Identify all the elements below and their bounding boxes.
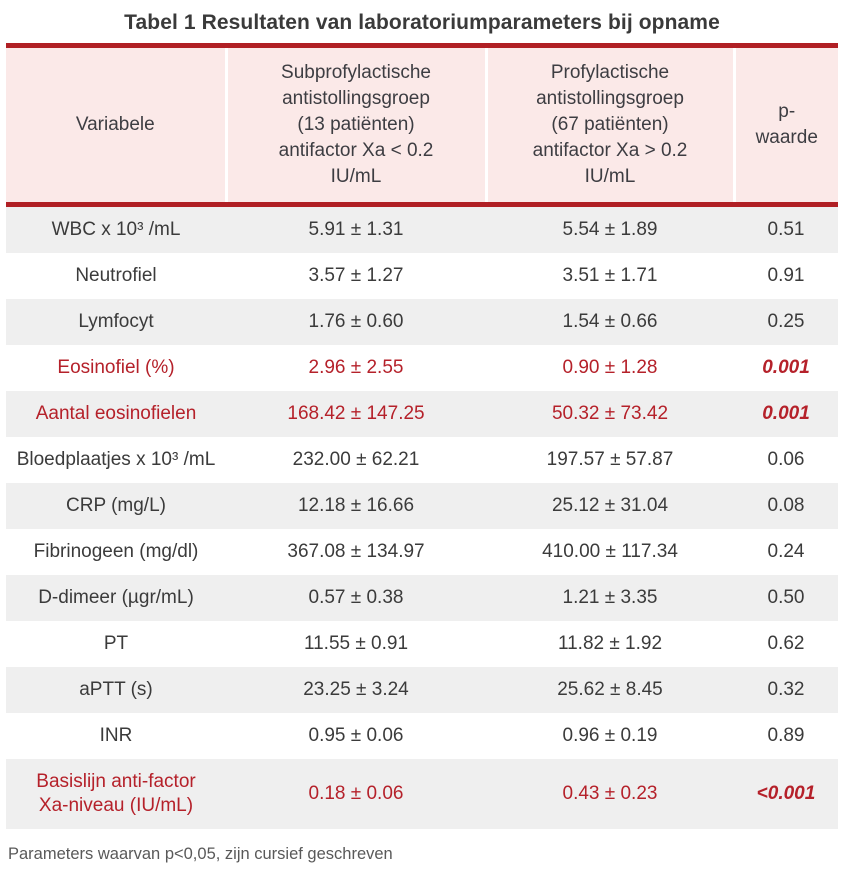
table-row: aPTT (s) 23.25 ± 3.24 25.62 ± 8.45 0.32 <box>6 667 838 713</box>
variable-cell: PT <box>103 633 129 654</box>
variable-cell: WBC x 10³ /mL <box>51 219 181 240</box>
group1-value-cell: 5.91 ± 1.31 <box>308 219 404 240</box>
group1-value-cell: 23.25 ± 3.24 <box>303 679 409 700</box>
group1-value-cell: 0.18 ± 0.06 <box>308 783 404 804</box>
group2-value-cell: 1.54 ± 0.66 <box>562 311 658 332</box>
variable-cell: INR <box>99 725 133 746</box>
p-value-cell: 0.62 <box>767 633 805 654</box>
p-value-cell: 0.50 <box>767 587 805 608</box>
p-value-cell: 0.32 <box>767 679 805 700</box>
table-row: Eosinofiel (%) 2.96 ± 2.55 0.90 ± 1.28 0.00… <box>6 345 838 391</box>
group2-value-cell: 0.90 ± 1.28 <box>562 357 658 378</box>
p-value-cell: <0.001 <box>756 783 816 804</box>
table-row: Basislijn anti-factor Xa-niveau (IU/mL) 0… <box>6 759 838 829</box>
table-row: INR 0.95 ± 0.06 0.96 ± 0.19 0.89 <box>6 713 838 759</box>
variable-cell: Lymfocyt <box>78 311 154 332</box>
table-row: Fibrinogeen (mg/dl) 367.08 ± 134.97 410.00… <box>6 529 838 575</box>
p-value-cell: 0.001 <box>762 357 810 378</box>
group2-value-cell: 410.00 ± 117.34 <box>542 541 678 562</box>
variable-cell: Basislijn anti-factor Xa-niveau (IU/mL) <box>36 771 196 816</box>
p-value-cell: 0.08 <box>767 495 805 516</box>
group2-value-cell: 50.32 ± 73.42 <box>551 403 669 424</box>
table-title: Tabel 1 Resultaten van laboratoriumparam… <box>124 11 720 34</box>
table-row: CRP (mg/L) 12.18 ± 16.66 25.12 ± 31.04 0.08 <box>6 483 838 529</box>
table-body: WBC x 10³ /mL 5.91 ± 1.31 5.54 ± 1.89 0.51 N… <box>6 204 838 829</box>
group1-value-cell: 12.18 ± 16.66 <box>297 495 415 516</box>
group1-value-cell: 2.96 ± 2.55 <box>308 357 404 378</box>
footnote: Parameters waarvan p<0,05, zijn cursief … <box>8 845 393 863</box>
header-row: Variabele Subprofylactische antistolling… <box>6 45 838 207</box>
variable-cell: Aantal eosinofielen <box>35 403 197 424</box>
group2-value-cell: 11.82 ± 1.92 <box>557 633 663 654</box>
variable-cell: Fibrinogeen (mg/dl) <box>33 541 199 562</box>
p-value-cell: 0.25 <box>767 311 805 332</box>
table-row: D-dimeer (µgr/mL) 0.57 ± 0.38 1.21 ± 3.35 0… <box>6 575 838 621</box>
group2-value-cell: 1.21 ± 3.35 <box>562 587 658 608</box>
group2-value-cell: 3.51 ± 1.71 <box>562 265 658 286</box>
table-row: PT 11.55 ± 0.91 11.82 ± 1.92 0.62 <box>6 621 838 667</box>
p-value-cell: 0.06 <box>767 449 805 470</box>
variable-cell: CRP (mg/L) <box>66 495 166 516</box>
group2-value-cell: 0.96 ± 0.19 <box>562 725 658 746</box>
group2-value-cell: 25.12 ± 31.04 <box>551 495 669 516</box>
header-subprofylactische-groep: Subprofylactische antistollingsgroep (13… <box>224 45 486 207</box>
group1-value-cell: 3.57 ± 1.27 <box>308 265 404 286</box>
variable-cell: aPTT (s) <box>79 679 153 700</box>
group1-value-cell: 1.76 ± 0.60 <box>308 311 404 332</box>
group1-value-cell: 232.00 ± 62.21 <box>292 449 420 470</box>
table-row: Neutrofiel 3.57 ± 1.27 3.51 ± 1.71 0.91 <box>6 253 838 299</box>
table-row: Aantal eosinofielen 168.42 ± 147.25 50.32 … <box>6 391 838 437</box>
group1-value-cell: 367.08 ± 134.97 <box>287 541 425 562</box>
lab-results-table: Variabele Subprofylactische antistolling… <box>6 43 838 829</box>
p-value-cell: 0.91 <box>767 265 805 286</box>
header-profylactische-groep: Profylactische antistollingsgroep (67 pa… <box>484 45 734 207</box>
group1-value-cell: 168.42 ± 147.25 <box>287 403 425 424</box>
group2-value-cell: 197.57 ± 57.87 <box>546 449 674 470</box>
variable-cell: Neutrofiel <box>75 265 157 286</box>
table-header: Variabele Subprofylactische antistolling… <box>6 45 838 207</box>
group2-value-cell: 5.54 ± 1.89 <box>562 219 658 240</box>
table-row: Lymfocyt 1.76 ± 0.60 1.54 ± 0.66 0.25 <box>6 299 838 345</box>
variable-cell: D-dimeer (µgr/mL) <box>38 587 194 608</box>
p-value-cell: 0.89 <box>767 725 805 746</box>
header-variabele: Variabele <box>6 45 226 207</box>
group1-value-cell: 11.55 ± 0.91 <box>303 633 409 654</box>
header-p-waarde: p- waarde <box>732 45 838 207</box>
table-row: Bloedplaatjes x 10³ /mL 232.00 ± 62.21 197… <box>6 437 838 483</box>
group2-value-cell: 25.62 ± 8.45 <box>557 679 663 700</box>
p-value-cell: 0.001 <box>762 403 810 424</box>
group2-value-cell: 0.43 ± 0.23 <box>562 783 658 804</box>
group1-value-cell: 0.57 ± 0.38 <box>308 587 404 608</box>
group1-value-cell: 0.95 ± 0.06 <box>308 725 404 746</box>
table-row: WBC x 10³ /mL 5.91 ± 1.31 5.54 ± 1.89 0.51 <box>6 204 838 253</box>
variable-cell: Bloedplaatjes x 10³ /mL <box>16 449 216 470</box>
variable-cell: Eosinofiel (%) <box>57 357 175 378</box>
p-value-cell: 0.24 <box>767 541 805 562</box>
p-value-cell: 0.51 <box>767 219 805 240</box>
